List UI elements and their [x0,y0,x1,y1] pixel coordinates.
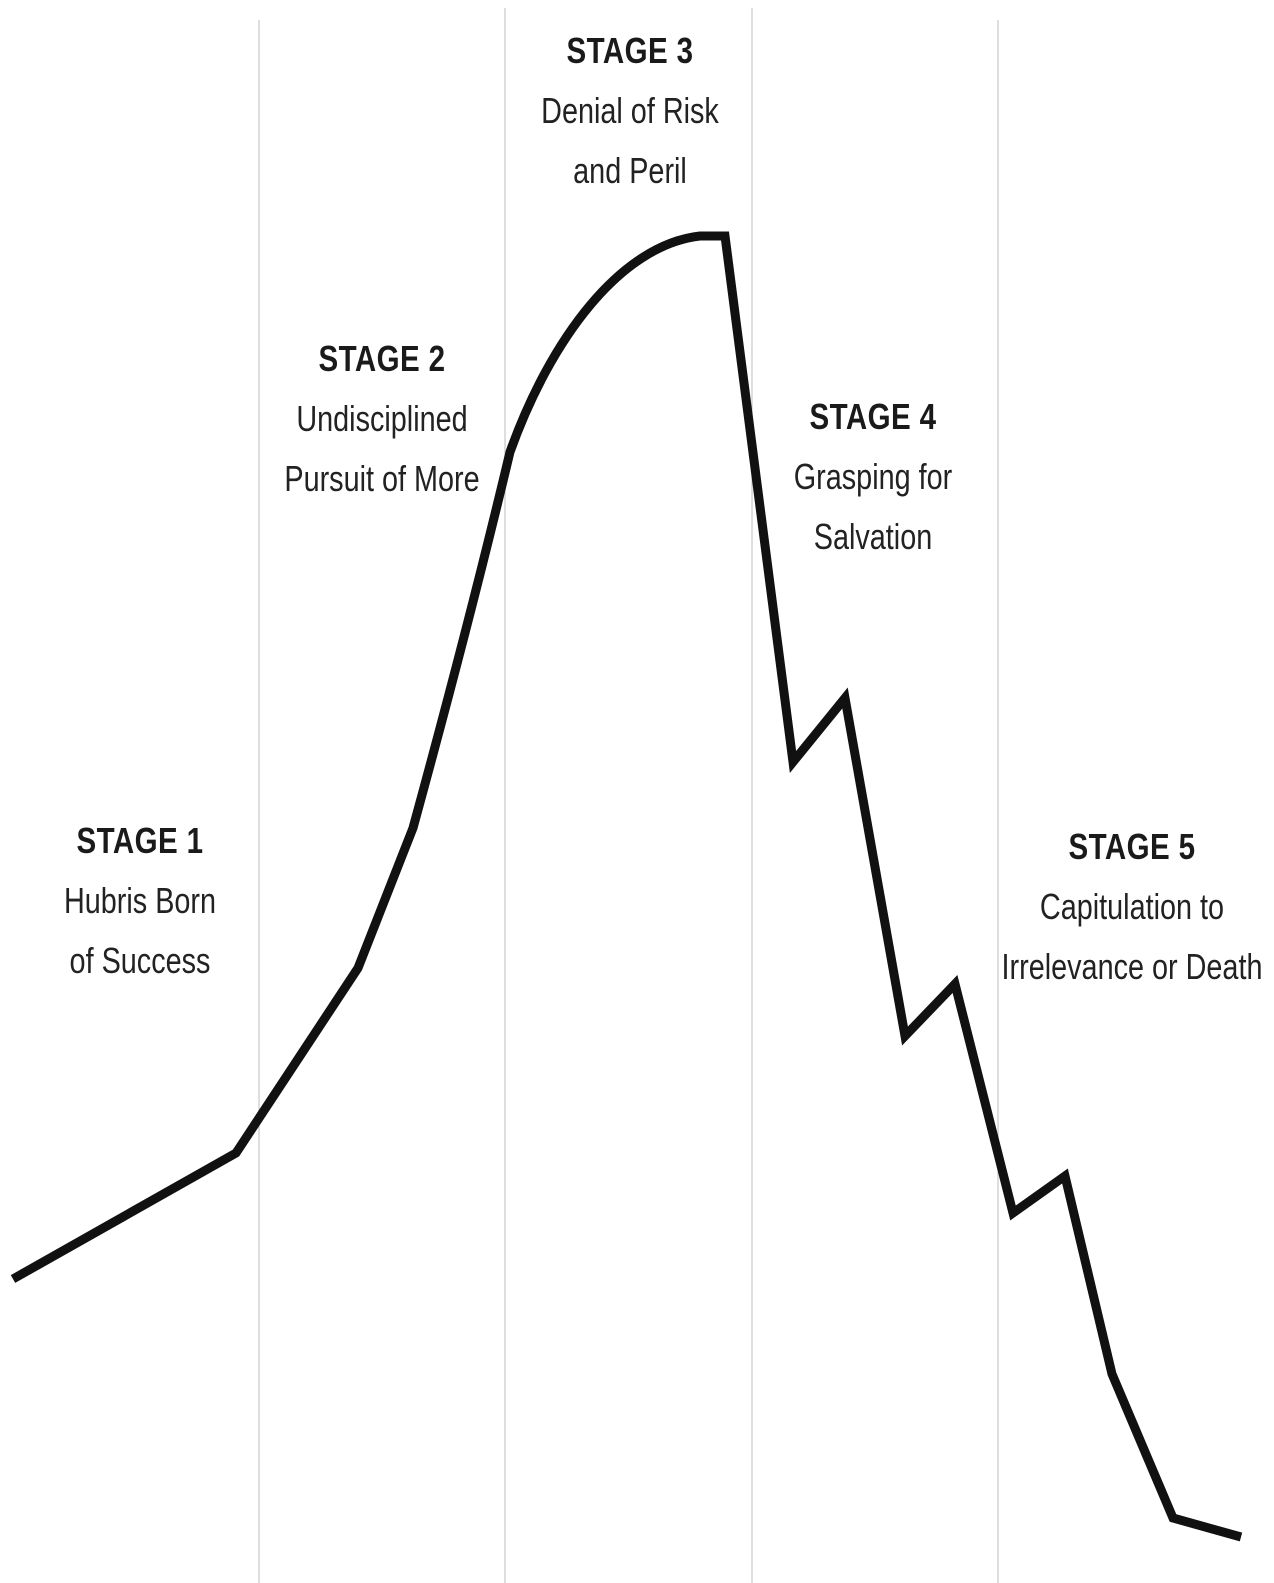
stage-4-label: STAGE 4 Grasping for Salvation [774,387,972,567]
stage-4-line-2: Salvation [813,516,933,557]
stage-2-line-2: Pursuit of More [284,458,480,499]
stage-2-label: STAGE 2 Undisciplined Pursuit of More [260,329,504,509]
stage-2-line-1: Undisciplined [296,398,468,439]
stage-4-title: STAGE 4 [809,396,937,437]
stage-5-line-2: Irrelevance or Death [1001,946,1263,987]
stage-1-line-1: Hubris Born [63,880,217,921]
stage-1-title: STAGE 1 [76,820,204,861]
decline-curve [10,231,1243,1542]
stage-1-label: STAGE 1 Hubris Born of Success [45,811,235,991]
stage-2-title: STAGE 2 [318,338,446,379]
stage-5-title: STAGE 5 [1068,826,1196,867]
stage-3-line-2: and Peril [573,150,687,191]
stage-5-line-1: Capitulation to [1039,886,1225,927]
stage-5-label: STAGE 5 Capitulation to Irrelevance or D… [969,817,1274,997]
stage-4-line-1: Grasping for [793,456,953,497]
stage-3-title: STAGE 3 [566,30,694,71]
stage-1-line-2: of Success [69,940,211,981]
stage-3-line-1: Denial of Risk [541,90,719,131]
stage-3-label: STAGE 3 Denial of Risk and Peril [519,21,741,201]
